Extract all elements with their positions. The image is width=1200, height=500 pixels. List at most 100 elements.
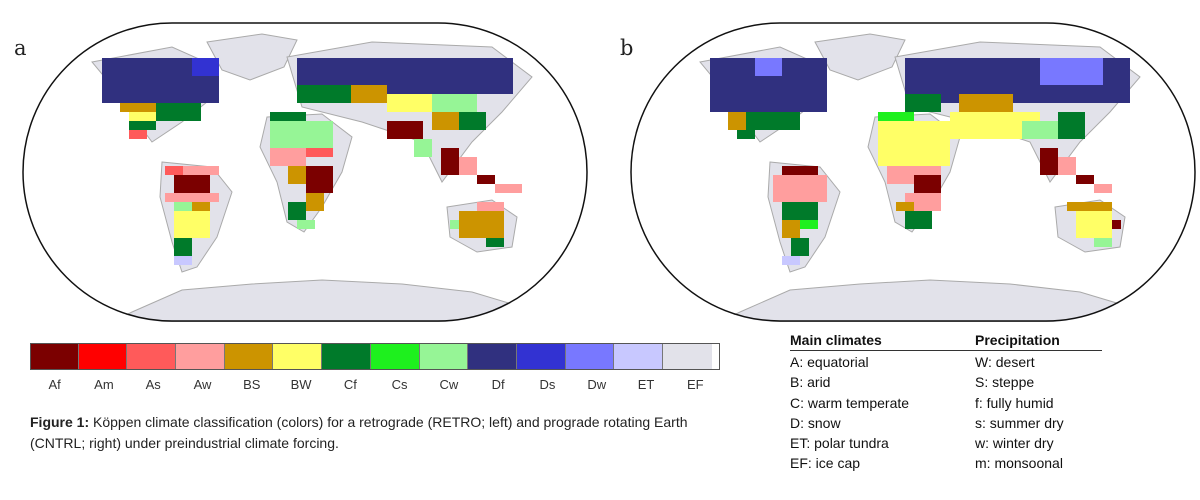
climate-cell-df xyxy=(396,76,405,85)
climate-cell-aw xyxy=(459,157,468,166)
climate-cell-bs xyxy=(351,94,360,103)
climate-cell-bs xyxy=(468,211,477,220)
climate-cell-df xyxy=(324,58,333,67)
climate-cell-df xyxy=(120,76,129,85)
climate-cell-df xyxy=(818,67,827,76)
climate-cell-af xyxy=(1049,148,1058,157)
climate-cell-df xyxy=(800,103,809,112)
climate-cell-cw xyxy=(324,121,333,130)
climate-cell-aw xyxy=(468,157,477,166)
climate-cell-aw xyxy=(773,193,782,202)
climate-cell-df xyxy=(432,67,441,76)
climate-cell-df xyxy=(1022,76,1031,85)
climate-cell-df xyxy=(1094,85,1103,94)
climate-cell-bs xyxy=(306,202,315,211)
climate-cell-df xyxy=(432,58,441,67)
climate-cell-af xyxy=(1049,166,1058,175)
climate-cell-bw xyxy=(183,211,192,220)
climate-cell-bw xyxy=(396,103,405,112)
climate-cell-aw xyxy=(809,184,818,193)
climate-cell-df xyxy=(755,76,764,85)
colorbar-label-et: ET xyxy=(637,377,655,392)
climate-cell-bs xyxy=(351,85,360,94)
climate-cell-cw xyxy=(279,121,288,130)
climate-cell-bs xyxy=(369,94,378,103)
map-outline xyxy=(630,22,1196,322)
climate-cell-af xyxy=(315,184,324,193)
climate-cell-bw xyxy=(950,121,959,130)
legend-precip-item: W: desert xyxy=(975,354,1035,370)
climate-cell-af xyxy=(183,184,192,193)
climate-cell-bw xyxy=(950,130,959,139)
climate-cell-df xyxy=(746,94,755,103)
climate-cell-aw xyxy=(183,166,192,175)
climate-cell-dw xyxy=(1067,76,1076,85)
climate-cell-cf xyxy=(932,94,941,103)
climate-cell-dw xyxy=(1094,76,1103,85)
climate-cell-cf xyxy=(914,220,923,229)
climate-cell-bw xyxy=(923,148,932,157)
climate-cell-bw xyxy=(405,94,414,103)
climate-cell-cf xyxy=(782,202,791,211)
climate-cell-bw xyxy=(1076,229,1085,238)
climate-cell-aw xyxy=(513,184,522,193)
climate-cell-bw xyxy=(959,130,968,139)
climate-cell-df xyxy=(102,67,111,76)
climate-cell-af xyxy=(306,166,315,175)
climate-cell-bw xyxy=(387,94,396,103)
climate-cell-df xyxy=(174,94,183,103)
climate-cell-df xyxy=(764,76,773,85)
legend-rule xyxy=(790,350,1102,351)
climate-cell-bs xyxy=(791,229,800,238)
climate-cell-df xyxy=(147,94,156,103)
climate-cell-bw xyxy=(192,229,201,238)
climate-cell-cf xyxy=(174,103,183,112)
climate-cell-cw xyxy=(288,121,297,130)
climate-cell-df xyxy=(1094,94,1103,103)
climate-cell-cw xyxy=(468,103,477,112)
climate-cell-df xyxy=(441,58,450,67)
climate-cell-df xyxy=(111,85,120,94)
climate-cell-df xyxy=(111,58,120,67)
climate-cell-bs xyxy=(459,229,468,238)
climate-cell-df xyxy=(791,85,800,94)
climate-cell-df xyxy=(710,67,719,76)
climate-cell-df xyxy=(138,94,147,103)
climate-cell-bw xyxy=(1094,220,1103,229)
climate-cell-cf xyxy=(174,112,183,121)
climate-cell-cw xyxy=(423,148,432,157)
map-retro xyxy=(22,22,588,322)
climate-cell-df xyxy=(378,67,387,76)
climate-cell-df xyxy=(1031,94,1040,103)
colorbar-label-af: Af xyxy=(48,377,61,392)
climate-cell-aw xyxy=(905,193,914,202)
climate-cell-cf xyxy=(165,112,174,121)
climate-cell-bs xyxy=(477,229,486,238)
climate-cell-bw xyxy=(968,112,977,121)
climate-cell-df xyxy=(165,67,174,76)
colorbar-label-as: As xyxy=(145,377,161,392)
climate-cell-cf xyxy=(288,112,297,121)
climate-cell-df xyxy=(995,76,1004,85)
climate-cell-bs xyxy=(450,112,459,121)
climate-cell-af xyxy=(387,121,396,130)
climate-cell-cf xyxy=(1076,112,1085,121)
climate-cell-cw xyxy=(315,121,324,130)
climate-cell-df xyxy=(809,67,818,76)
climate-cell-cf xyxy=(905,103,914,112)
climate-cell-bs xyxy=(737,112,746,121)
climate-cell-df xyxy=(986,85,995,94)
climate-cell-cf xyxy=(755,112,764,121)
climate-cell-df xyxy=(486,58,495,67)
climate-cell-af xyxy=(405,121,414,130)
climate-cell-bw xyxy=(1004,112,1013,121)
climate-cell-bw xyxy=(914,130,923,139)
climate-cell-cf xyxy=(459,121,468,130)
climate-cell-df xyxy=(387,67,396,76)
climate-cell-aw xyxy=(1067,157,1076,166)
climate-cell-bw xyxy=(147,112,156,121)
climate-cell-df xyxy=(1103,67,1112,76)
climate-cell-bs xyxy=(201,202,210,211)
climate-cell-df xyxy=(728,103,737,112)
climate-cell-df xyxy=(764,103,773,112)
